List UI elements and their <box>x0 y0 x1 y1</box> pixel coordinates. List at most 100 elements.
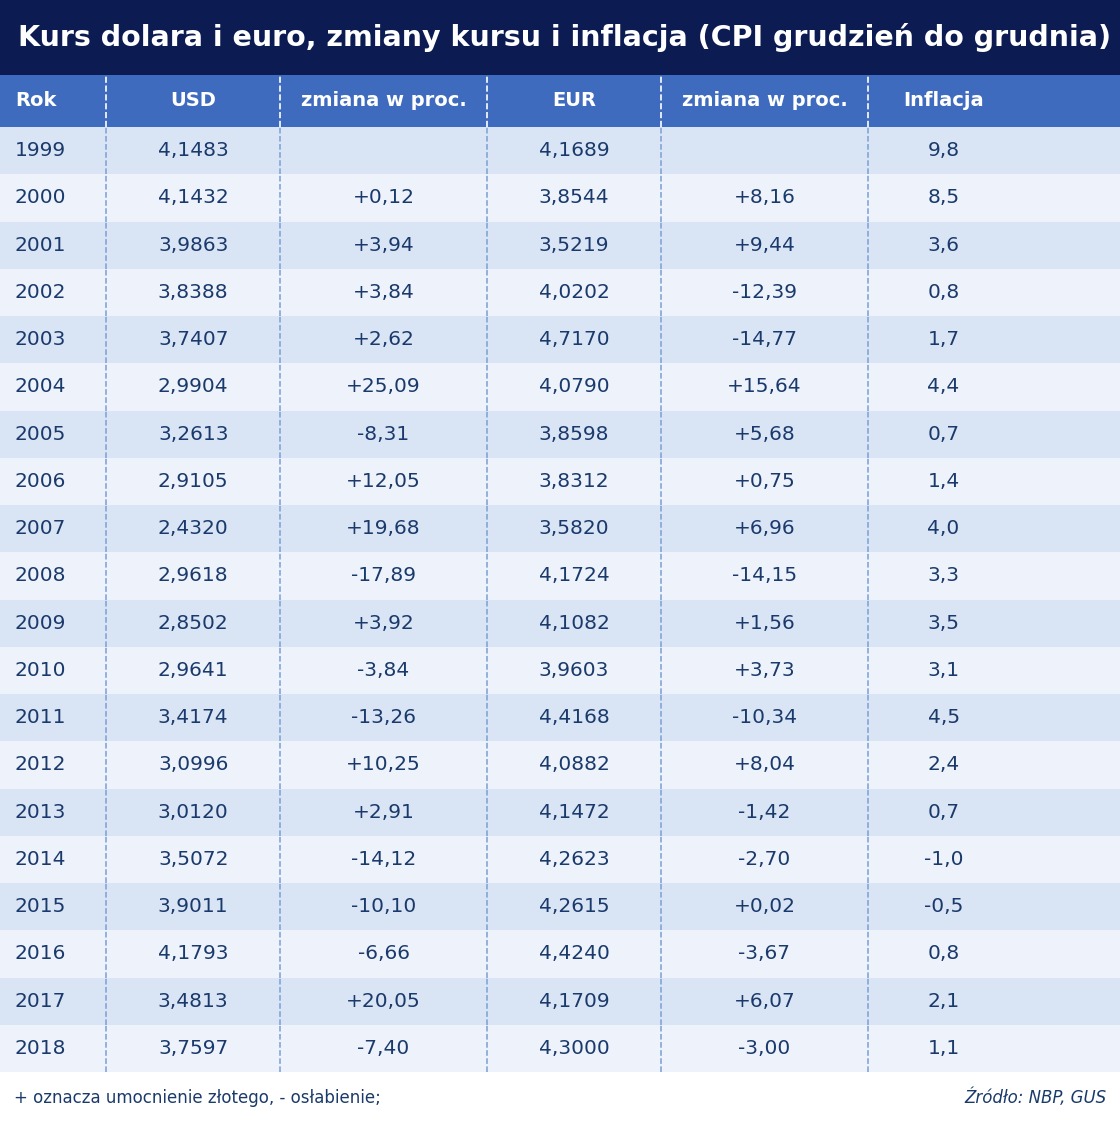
Text: 4,1724: 4,1724 <box>539 566 609 586</box>
Text: USD: USD <box>170 91 216 110</box>
Text: -13,26: -13,26 <box>351 708 417 727</box>
Text: Kurs dolara i euro, zmiany kursu i inflacja (CPI grudzień do grudnia): Kurs dolara i euro, zmiany kursu i infla… <box>18 22 1111 52</box>
Bar <box>0 410 1120 457</box>
Text: +3,73: +3,73 <box>734 661 795 680</box>
Text: 2,9904: 2,9904 <box>158 378 228 397</box>
Text: 3,1: 3,1 <box>927 661 960 680</box>
Text: -0,5: -0,5 <box>924 897 963 916</box>
Text: 3,0120: 3,0120 <box>158 803 228 822</box>
Text: 2,9618: 2,9618 <box>158 566 228 586</box>
Text: 3,5072: 3,5072 <box>158 850 228 869</box>
Text: 2001: 2001 <box>15 236 66 255</box>
Text: 4,1689: 4,1689 <box>539 142 609 160</box>
Text: -10,10: -10,10 <box>351 897 417 916</box>
Bar <box>0 694 1120 741</box>
Text: +0,12: +0,12 <box>353 189 414 207</box>
Text: 3,8312: 3,8312 <box>539 472 609 491</box>
Text: 4,1483: 4,1483 <box>158 142 228 160</box>
Text: 4,2623: 4,2623 <box>539 850 609 869</box>
Bar <box>0 978 1120 1025</box>
Text: 2016: 2016 <box>15 944 66 963</box>
Text: -17,89: -17,89 <box>351 566 417 586</box>
Text: Źródło: NBP, GUS: Źródło: NBP, GUS <box>964 1089 1105 1107</box>
Text: -14,12: -14,12 <box>351 850 417 869</box>
Text: +19,68: +19,68 <box>346 519 421 538</box>
Text: Inflacja: Inflacja <box>904 91 983 110</box>
Text: -8,31: -8,31 <box>357 425 410 444</box>
Bar <box>0 457 1120 505</box>
Bar <box>0 127 1120 174</box>
Text: +9,44: +9,44 <box>734 236 795 255</box>
Bar <box>0 1072 1120 1124</box>
Bar <box>0 221 1120 269</box>
Text: +12,05: +12,05 <box>346 472 421 491</box>
Bar <box>0 741 1120 789</box>
Bar <box>0 646 1120 694</box>
Bar <box>0 269 1120 316</box>
Text: -3,67: -3,67 <box>738 944 791 963</box>
Text: 2003: 2003 <box>15 330 66 350</box>
Text: 4,4168: 4,4168 <box>539 708 609 727</box>
Text: +0,75: +0,75 <box>734 472 795 491</box>
Bar <box>0 789 1120 836</box>
Text: 3,4174: 3,4174 <box>158 708 228 727</box>
Text: -6,66: -6,66 <box>357 944 410 963</box>
Text: 0,7: 0,7 <box>927 425 960 444</box>
Bar <box>0 931 1120 978</box>
Text: 2013: 2013 <box>15 803 66 822</box>
Bar <box>0 75 1120 127</box>
Text: 3,8598: 3,8598 <box>539 425 609 444</box>
Text: 3,2613: 3,2613 <box>158 425 228 444</box>
Text: -14,77: -14,77 <box>731 330 797 350</box>
Text: -3,84: -3,84 <box>357 661 410 680</box>
Text: +5,68: +5,68 <box>734 425 795 444</box>
Text: 2,9641: 2,9641 <box>158 661 228 680</box>
Text: 4,7170: 4,7170 <box>539 330 609 350</box>
Text: 1999: 1999 <box>15 142 66 160</box>
Text: 3,8544: 3,8544 <box>539 189 609 207</box>
Text: 8,5: 8,5 <box>927 189 960 207</box>
Bar <box>0 363 1120 410</box>
Text: 3,7407: 3,7407 <box>158 330 228 350</box>
Text: 9,8: 9,8 <box>927 142 960 160</box>
Text: 3,9863: 3,9863 <box>158 236 228 255</box>
Text: 2006: 2006 <box>15 472 66 491</box>
Text: 3,7597: 3,7597 <box>158 1039 228 1058</box>
Bar <box>0 174 1120 221</box>
Text: 3,5820: 3,5820 <box>539 519 609 538</box>
Text: 3,6: 3,6 <box>927 236 960 255</box>
Text: 2,9105: 2,9105 <box>158 472 228 491</box>
Text: zmiana w proc.: zmiana w proc. <box>682 91 847 110</box>
Text: 2005: 2005 <box>15 425 66 444</box>
Text: +2,62: +2,62 <box>353 330 414 350</box>
Text: +1,56: +1,56 <box>734 614 795 633</box>
Text: 2014: 2014 <box>15 850 66 869</box>
Text: 0,8: 0,8 <box>927 283 960 302</box>
Text: 4,5: 4,5 <box>927 708 960 727</box>
Text: zmiana w proc.: zmiana w proc. <box>301 91 466 110</box>
Text: +8,04: +8,04 <box>734 755 795 774</box>
Text: 0,7: 0,7 <box>927 803 960 822</box>
Text: -10,34: -10,34 <box>731 708 797 727</box>
Text: 2000: 2000 <box>15 189 66 207</box>
Bar <box>0 505 1120 552</box>
Text: EUR: EUR <box>552 91 596 110</box>
Text: +3,92: +3,92 <box>353 614 414 633</box>
Text: 2012: 2012 <box>15 755 66 774</box>
Text: 3,9011: 3,9011 <box>158 897 228 916</box>
Text: 4,4: 4,4 <box>927 378 960 397</box>
Text: 3,3: 3,3 <box>927 566 960 586</box>
Text: 2004: 2004 <box>15 378 66 397</box>
Text: +10,25: +10,25 <box>346 755 421 774</box>
Text: 2010: 2010 <box>15 661 66 680</box>
Text: +2,91: +2,91 <box>353 803 414 822</box>
Text: 2009: 2009 <box>15 614 66 633</box>
Bar <box>0 883 1120 931</box>
Text: -1,42: -1,42 <box>738 803 791 822</box>
Text: -2,70: -2,70 <box>738 850 791 869</box>
Text: +6,07: +6,07 <box>734 991 795 1010</box>
Text: +3,94: +3,94 <box>353 236 414 255</box>
Text: 1,1: 1,1 <box>927 1039 960 1058</box>
Text: 4,1793: 4,1793 <box>158 944 228 963</box>
Text: -1,0: -1,0 <box>924 850 963 869</box>
